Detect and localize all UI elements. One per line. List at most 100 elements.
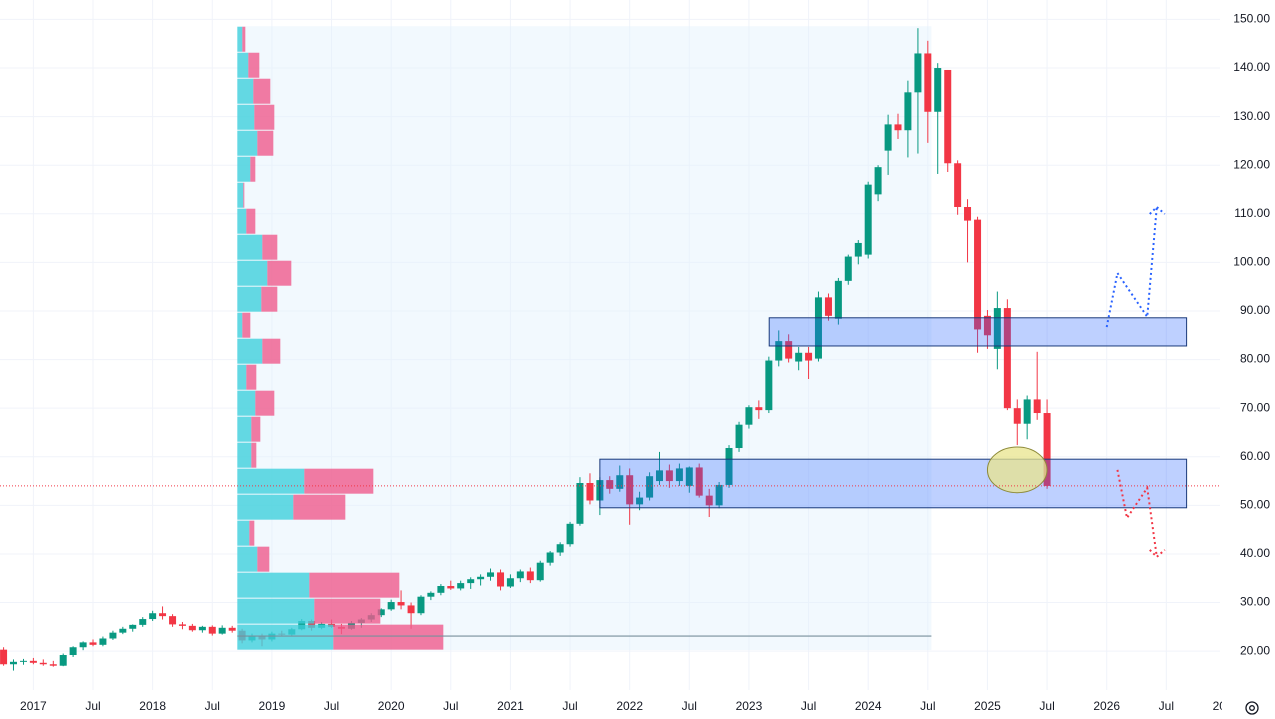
candle-body <box>914 53 922 93</box>
volume-up-bar <box>237 78 254 104</box>
candle-body <box>705 495 713 506</box>
candle-body <box>566 523 574 545</box>
x-tick-label: Jul <box>85 699 100 713</box>
x-tick-label: Jul <box>205 699 220 713</box>
candle-body <box>854 242 862 257</box>
candle-body <box>119 628 127 633</box>
candle-body <box>29 660 37 663</box>
volume-down-bar <box>248 52 260 78</box>
candle-body <box>169 616 177 625</box>
candle-body <box>308 621 316 628</box>
volume-up-bar <box>237 598 315 624</box>
price-axis: 20.00 30.00 40.00 50.00 60.00 70.00 80.00 90.00… <box>1233 12 1270 658</box>
candle-body <box>775 341 783 361</box>
candle-body <box>208 626 216 634</box>
volume-down-bar <box>267 260 292 286</box>
candle-body <box>457 583 465 589</box>
volume-down-bar <box>246 208 256 234</box>
candle-body <box>934 68 942 112</box>
candle-body <box>1043 413 1051 486</box>
candle-body <box>636 497 644 505</box>
volume-down-bar <box>262 234 278 260</box>
candle-body <box>983 315 991 336</box>
x-tick-label: Jul <box>562 699 577 713</box>
x-tick-label: 2022 <box>616 699 643 713</box>
candle-body <box>497 572 505 587</box>
volume-down-bar <box>314 598 381 624</box>
y-tick-label: 20.00 <box>1240 643 1270 657</box>
candle-body <box>616 475 624 489</box>
candle-body <box>626 475 634 505</box>
volume-down-bar <box>262 338 281 364</box>
y-tick-label: 90.00 <box>1240 303 1270 317</box>
y-tick-label: 120.00 <box>1233 157 1270 171</box>
volume-down-bar <box>309 572 400 598</box>
candle-body <box>218 627 226 634</box>
volume-up-bar <box>237 260 268 286</box>
x-tick-label: 2018 <box>139 699 166 713</box>
candle-body <box>506 578 514 587</box>
drawings-front <box>0 26 1220 650</box>
candle-body <box>477 576 485 580</box>
volume-up-bar <box>237 572 310 598</box>
volume-up-bar <box>237 26 243 52</box>
volume-up-bar <box>237 390 256 416</box>
candle-body <box>894 124 902 131</box>
x-tick-label: Jul <box>443 699 458 713</box>
candle-body <box>188 625 196 631</box>
y-tick-label: 140.00 <box>1233 60 1270 74</box>
y-tick-label: 60.00 <box>1240 449 1270 463</box>
grid <box>0 0 1220 690</box>
x-tick-label: Jul <box>1039 699 1054 713</box>
candle-body <box>646 476 654 498</box>
x-tick-label: Jul <box>682 699 697 713</box>
candle-body <box>178 624 186 626</box>
volume-down-bar <box>261 286 278 312</box>
volume-down-bar <box>251 416 261 442</box>
volume-down-bar <box>257 130 274 156</box>
x-tick-label: 2021 <box>497 699 524 713</box>
volume-down-bar <box>251 442 257 468</box>
volume-up-bar <box>237 494 294 520</box>
candle-body <box>228 627 236 631</box>
candle-body <box>824 297 832 316</box>
volume-down-bar <box>254 104 275 130</box>
candle-body <box>39 662 47 665</box>
candle-body <box>69 647 77 656</box>
volume-down-bar <box>249 520 255 546</box>
volume-down-bar <box>243 182 245 208</box>
zone <box>768 317 1188 347</box>
candle-body <box>1013 408 1021 424</box>
volume-up-bar <box>237 156 251 182</box>
candle-body <box>675 468 683 482</box>
volume-down-bar <box>250 156 256 182</box>
candle-body <box>467 579 475 584</box>
settings-button[interactable] <box>1245 701 1259 715</box>
y-tick-label: 50.00 <box>1240 498 1270 512</box>
candle-body <box>516 571 524 579</box>
candle-body <box>606 480 614 489</box>
candle-body <box>844 256 852 281</box>
volume-up-bar <box>237 364 247 390</box>
x-tick-label: Jul <box>1159 699 1174 713</box>
candle-body <box>944 69 952 164</box>
highlight-ellipse <box>986 446 1048 494</box>
zone <box>599 458 1188 509</box>
volume-up-bar <box>237 338 263 364</box>
x-tick-label: Jul <box>920 699 935 713</box>
candle-body <box>397 602 405 606</box>
gear-outer[interactable] <box>1245 701 1259 715</box>
gear-inner[interactable] <box>1249 705 1255 711</box>
x-tick-label: Jul <box>324 699 339 713</box>
x-tick-label: 2020 <box>378 699 405 713</box>
volume-up-bar <box>237 624 334 650</box>
candle-body <box>884 124 892 151</box>
candle-body <box>586 483 594 501</box>
candle-body <box>387 602 395 610</box>
candle-body <box>834 280 842 319</box>
volume-down-bar <box>333 624 444 650</box>
candle-body <box>864 184 872 255</box>
x-tick-label: Jul <box>801 699 816 713</box>
candle-body <box>795 352 803 362</box>
